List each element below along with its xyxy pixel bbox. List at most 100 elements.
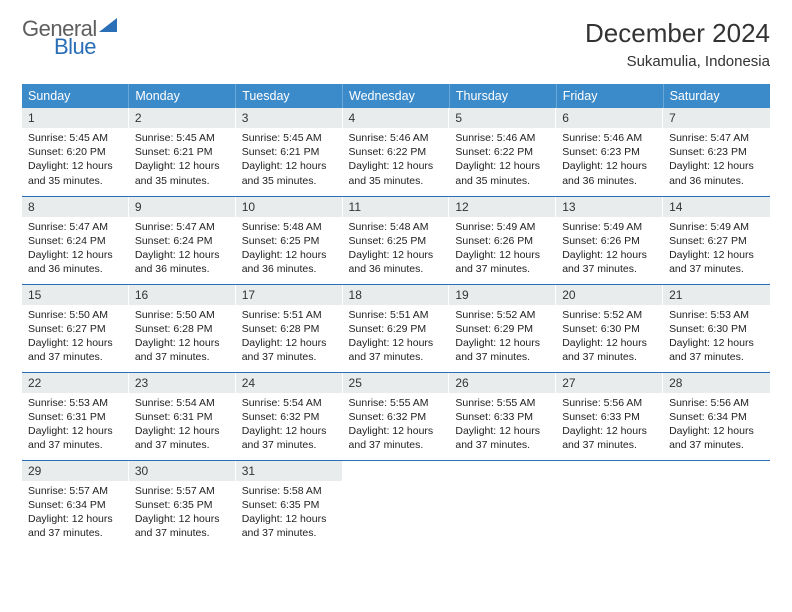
location: Sukamulia, Indonesia [585,53,770,70]
day-body: Sunrise: 5:54 AMSunset: 6:32 PMDaylight:… [236,393,343,459]
calendar-cell: 31Sunrise: 5:58 AMSunset: 6:35 PMDayligh… [236,460,343,548]
day-body: Sunrise: 5:54 AMSunset: 6:31 PMDaylight:… [129,393,236,459]
header: General Blue December 2024 Sukamulia, In… [22,18,770,70]
calendar-cell: 17Sunrise: 5:51 AMSunset: 6:28 PMDayligh… [236,284,343,372]
day-number: 1 [22,108,129,128]
day-body: Sunrise: 5:47 AMSunset: 6:24 PMDaylight:… [22,217,129,283]
calendar-cell: 22Sunrise: 5:53 AMSunset: 6:31 PMDayligh… [22,372,129,460]
calendar-cell: 15Sunrise: 5:50 AMSunset: 6:27 PMDayligh… [22,284,129,372]
calendar-cell: 20Sunrise: 5:52 AMSunset: 6:30 PMDayligh… [556,284,663,372]
calendar-cell: 23Sunrise: 5:54 AMSunset: 6:31 PMDayligh… [129,372,236,460]
calendar-cell: 21Sunrise: 5:53 AMSunset: 6:30 PMDayligh… [663,284,770,372]
calendar-cell: 7Sunrise: 5:47 AMSunset: 6:23 PMDaylight… [663,108,770,196]
day-body: Sunrise: 5:46 AMSunset: 6:22 PMDaylight:… [343,128,450,194]
logo: General Blue [22,18,117,58]
month-title: December 2024 [585,18,770,49]
day-number: 15 [22,285,129,305]
day-body: Sunrise: 5:55 AMSunset: 6:33 PMDaylight:… [449,393,556,459]
weekday-header: Sunday [22,84,129,108]
day-body: Sunrise: 5:49 AMSunset: 6:26 PMDaylight:… [449,217,556,283]
day-number: 11 [343,197,450,217]
calendar-cell: 10Sunrise: 5:48 AMSunset: 6:25 PMDayligh… [236,196,343,284]
calendar-cell: 24Sunrise: 5:54 AMSunset: 6:32 PMDayligh… [236,372,343,460]
day-number: 19 [449,285,556,305]
day-body: Sunrise: 5:51 AMSunset: 6:29 PMDaylight:… [343,305,450,371]
day-body: Sunrise: 5:52 AMSunset: 6:29 PMDaylight:… [449,305,556,371]
calendar-cell: 16Sunrise: 5:50 AMSunset: 6:28 PMDayligh… [129,284,236,372]
day-number: 24 [236,373,343,393]
day-number: 28 [663,373,770,393]
calendar-cell: 26Sunrise: 5:55 AMSunset: 6:33 PMDayligh… [449,372,556,460]
day-number: 3 [236,108,343,128]
day-body: Sunrise: 5:52 AMSunset: 6:30 PMDaylight:… [556,305,663,371]
logo-text-2: Blue [54,36,117,58]
day-body: Sunrise: 5:49 AMSunset: 6:27 PMDaylight:… [663,217,770,283]
day-body: Sunrise: 5:48 AMSunset: 6:25 PMDaylight:… [343,217,450,283]
day-body: Sunrise: 5:50 AMSunset: 6:27 PMDaylight:… [22,305,129,371]
weekday-header: Saturday [663,84,770,108]
day-body: Sunrise: 5:47 AMSunset: 6:23 PMDaylight:… [663,128,770,194]
day-body: Sunrise: 5:58 AMSunset: 6:35 PMDaylight:… [236,481,343,547]
weekday-header: Tuesday [236,84,343,108]
calendar-cell: 3Sunrise: 5:45 AMSunset: 6:21 PMDaylight… [236,108,343,196]
day-body: Sunrise: 5:57 AMSunset: 6:34 PMDaylight:… [22,481,129,547]
weekday-header: Thursday [449,84,556,108]
calendar-cell: 4Sunrise: 5:46 AMSunset: 6:22 PMDaylight… [343,108,450,196]
day-number: 29 [22,461,129,481]
day-number: 20 [556,285,663,305]
day-number: 30 [129,461,236,481]
day-number: 12 [449,197,556,217]
title-block: December 2024 Sukamulia, Indonesia [585,18,770,70]
day-number: 13 [556,197,663,217]
day-number: 16 [129,285,236,305]
triangle-icon [99,18,117,32]
day-body: Sunrise: 5:56 AMSunset: 6:33 PMDaylight:… [556,393,663,459]
day-number: 2 [129,108,236,128]
day-number: 17 [236,285,343,305]
calendar-cell [556,460,663,548]
calendar-cell: 12Sunrise: 5:49 AMSunset: 6:26 PMDayligh… [449,196,556,284]
day-number: 7 [663,108,770,128]
day-number: 4 [343,108,450,128]
day-body: Sunrise: 5:48 AMSunset: 6:25 PMDaylight:… [236,217,343,283]
day-number: 21 [663,285,770,305]
calendar-body: 1Sunrise: 5:45 AMSunset: 6:20 PMDaylight… [22,108,770,548]
calendar-cell: 8Sunrise: 5:47 AMSunset: 6:24 PMDaylight… [22,196,129,284]
calendar-cell: 6Sunrise: 5:46 AMSunset: 6:23 PMDaylight… [556,108,663,196]
day-body: Sunrise: 5:56 AMSunset: 6:34 PMDaylight:… [663,393,770,459]
weekday-header: Friday [556,84,663,108]
calendar-cell: 14Sunrise: 5:49 AMSunset: 6:27 PMDayligh… [663,196,770,284]
day-number: 25 [343,373,450,393]
calendar-cell: 11Sunrise: 5:48 AMSunset: 6:25 PMDayligh… [343,196,450,284]
calendar-cell [449,460,556,548]
day-body: Sunrise: 5:45 AMSunset: 6:20 PMDaylight:… [22,128,129,194]
day-number: 10 [236,197,343,217]
day-body: Sunrise: 5:51 AMSunset: 6:28 PMDaylight:… [236,305,343,371]
calendar-cell: 27Sunrise: 5:56 AMSunset: 6:33 PMDayligh… [556,372,663,460]
day-body: Sunrise: 5:57 AMSunset: 6:35 PMDaylight:… [129,481,236,547]
day-body: Sunrise: 5:53 AMSunset: 6:30 PMDaylight:… [663,305,770,371]
weekday-header: Monday [129,84,236,108]
calendar-table: SundayMondayTuesdayWednesdayThursdayFrid… [22,84,770,548]
calendar-cell: 19Sunrise: 5:52 AMSunset: 6:29 PMDayligh… [449,284,556,372]
day-body: Sunrise: 5:50 AMSunset: 6:28 PMDaylight:… [129,305,236,371]
day-number: 31 [236,461,343,481]
calendar-cell: 2Sunrise: 5:45 AMSunset: 6:21 PMDaylight… [129,108,236,196]
day-number: 8 [22,197,129,217]
day-body: Sunrise: 5:45 AMSunset: 6:21 PMDaylight:… [129,128,236,194]
day-number: 9 [129,197,236,217]
calendar-cell: 29Sunrise: 5:57 AMSunset: 6:34 PMDayligh… [22,460,129,548]
day-body: Sunrise: 5:47 AMSunset: 6:24 PMDaylight:… [129,217,236,283]
day-number: 5 [449,108,556,128]
day-body: Sunrise: 5:55 AMSunset: 6:32 PMDaylight:… [343,393,450,459]
calendar-cell: 1Sunrise: 5:45 AMSunset: 6:20 PMDaylight… [22,108,129,196]
day-number: 6 [556,108,663,128]
calendar-cell: 13Sunrise: 5:49 AMSunset: 6:26 PMDayligh… [556,196,663,284]
calendar-cell: 25Sunrise: 5:55 AMSunset: 6:32 PMDayligh… [343,372,450,460]
day-body: Sunrise: 5:45 AMSunset: 6:21 PMDaylight:… [236,128,343,194]
day-body: Sunrise: 5:49 AMSunset: 6:26 PMDaylight:… [556,217,663,283]
day-number: 26 [449,373,556,393]
weekday-header: Wednesday [343,84,450,108]
calendar-cell [663,460,770,548]
calendar-head: SundayMondayTuesdayWednesdayThursdayFrid… [22,84,770,108]
